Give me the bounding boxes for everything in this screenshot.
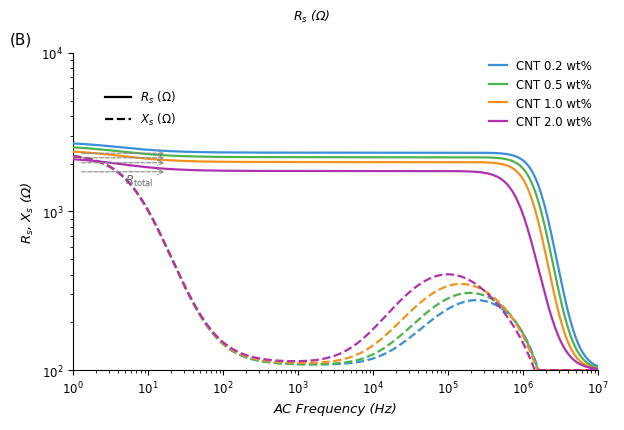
Y-axis label: $R_s$, $X_s$ (Ω): $R_s$, $X_s$ (Ω)	[20, 181, 36, 243]
Legend: CNT 0.2 wt%, CNT 0.5 wt%, CNT 1.0 wt%, CNT 2.0 wt%: CNT 0.2 wt%, CNT 0.5 wt%, CNT 1.0 wt%, C…	[489, 60, 592, 129]
Text: $R_s$ (Ω): $R_s$ (Ω)	[293, 9, 331, 25]
Text: (B): (B)	[10, 32, 32, 47]
Text: $R_{\mathrm{total}}$: $R_{\mathrm{total}}$	[125, 173, 154, 188]
X-axis label: AC Frequency (Hz): AC Frequency (Hz)	[274, 402, 397, 415]
